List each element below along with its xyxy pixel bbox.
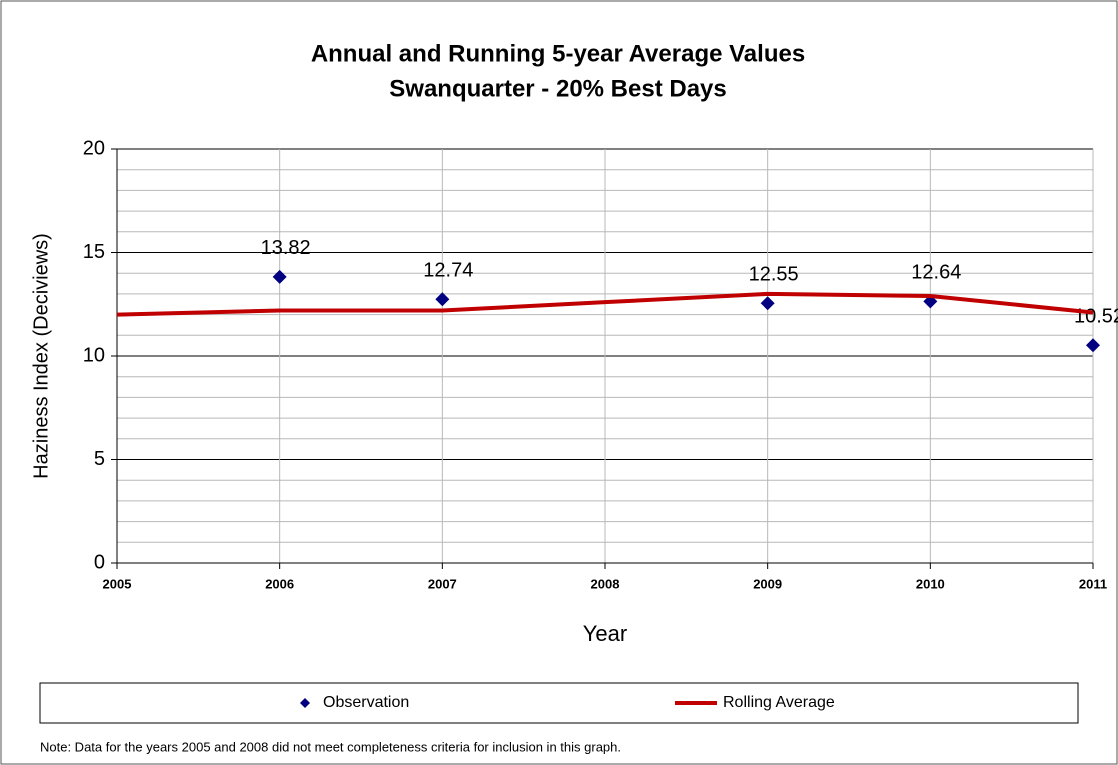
observation-point xyxy=(760,296,775,311)
data-label: 12.74 xyxy=(423,260,473,282)
x-tick-label: 2011 xyxy=(1079,576,1107,591)
x-tick-label: 2006 xyxy=(265,576,294,591)
x-tick-label: 2009 xyxy=(753,576,782,591)
y-tick-label: 10 xyxy=(83,344,105,366)
x-tick-label: 2010 xyxy=(916,576,945,591)
x-tick-label: 2005 xyxy=(103,576,132,591)
observation-point xyxy=(435,292,450,307)
chart-title: Annual and Running 5-year Average Values xyxy=(311,40,805,67)
note: Note: Data for the years 2005 and 2008 d… xyxy=(40,739,621,754)
y-tick-label: 0 xyxy=(94,551,105,573)
observation-point xyxy=(272,269,287,284)
legend-swatch xyxy=(300,698,310,708)
data-label: 12.55 xyxy=(749,263,799,285)
data-label: 10.52 xyxy=(1074,306,1118,328)
data-label: 13.82 xyxy=(261,237,311,259)
y-tick-label: 5 xyxy=(94,448,105,470)
data-label: 12.64 xyxy=(911,262,961,284)
chart-subtitle: Swanquarter - 20% Best Days xyxy=(389,75,726,102)
x-axis-label: Year xyxy=(583,621,627,646)
rolling-average-line xyxy=(116,291,1094,317)
x-tick-label: 2007 xyxy=(428,576,457,591)
y-axis-label: Haziness Index (Deciviews) xyxy=(30,233,52,479)
observation-point xyxy=(1086,338,1100,353)
legend-label: Rolling Average xyxy=(723,694,835,711)
y-tick-label: 20 xyxy=(83,137,105,159)
y-tick-label: 15 xyxy=(83,241,105,263)
legend-box xyxy=(39,682,1079,724)
legend-label: Observation xyxy=(323,694,409,711)
x-tick-label: 2008 xyxy=(591,576,620,591)
